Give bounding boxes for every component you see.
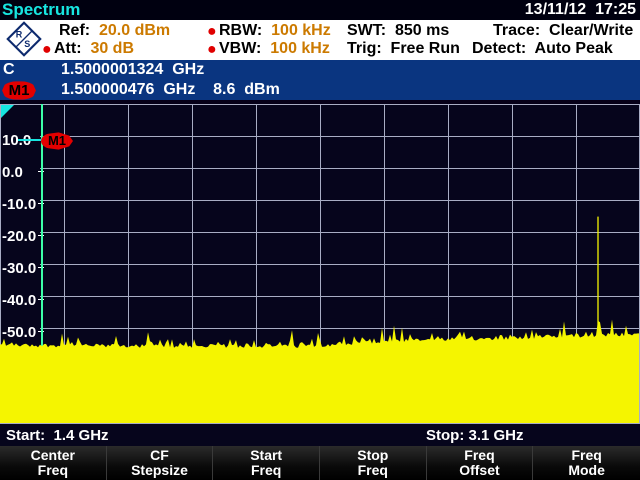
svg-text:S: S [24,39,30,49]
svg-text:R: R [16,30,23,40]
